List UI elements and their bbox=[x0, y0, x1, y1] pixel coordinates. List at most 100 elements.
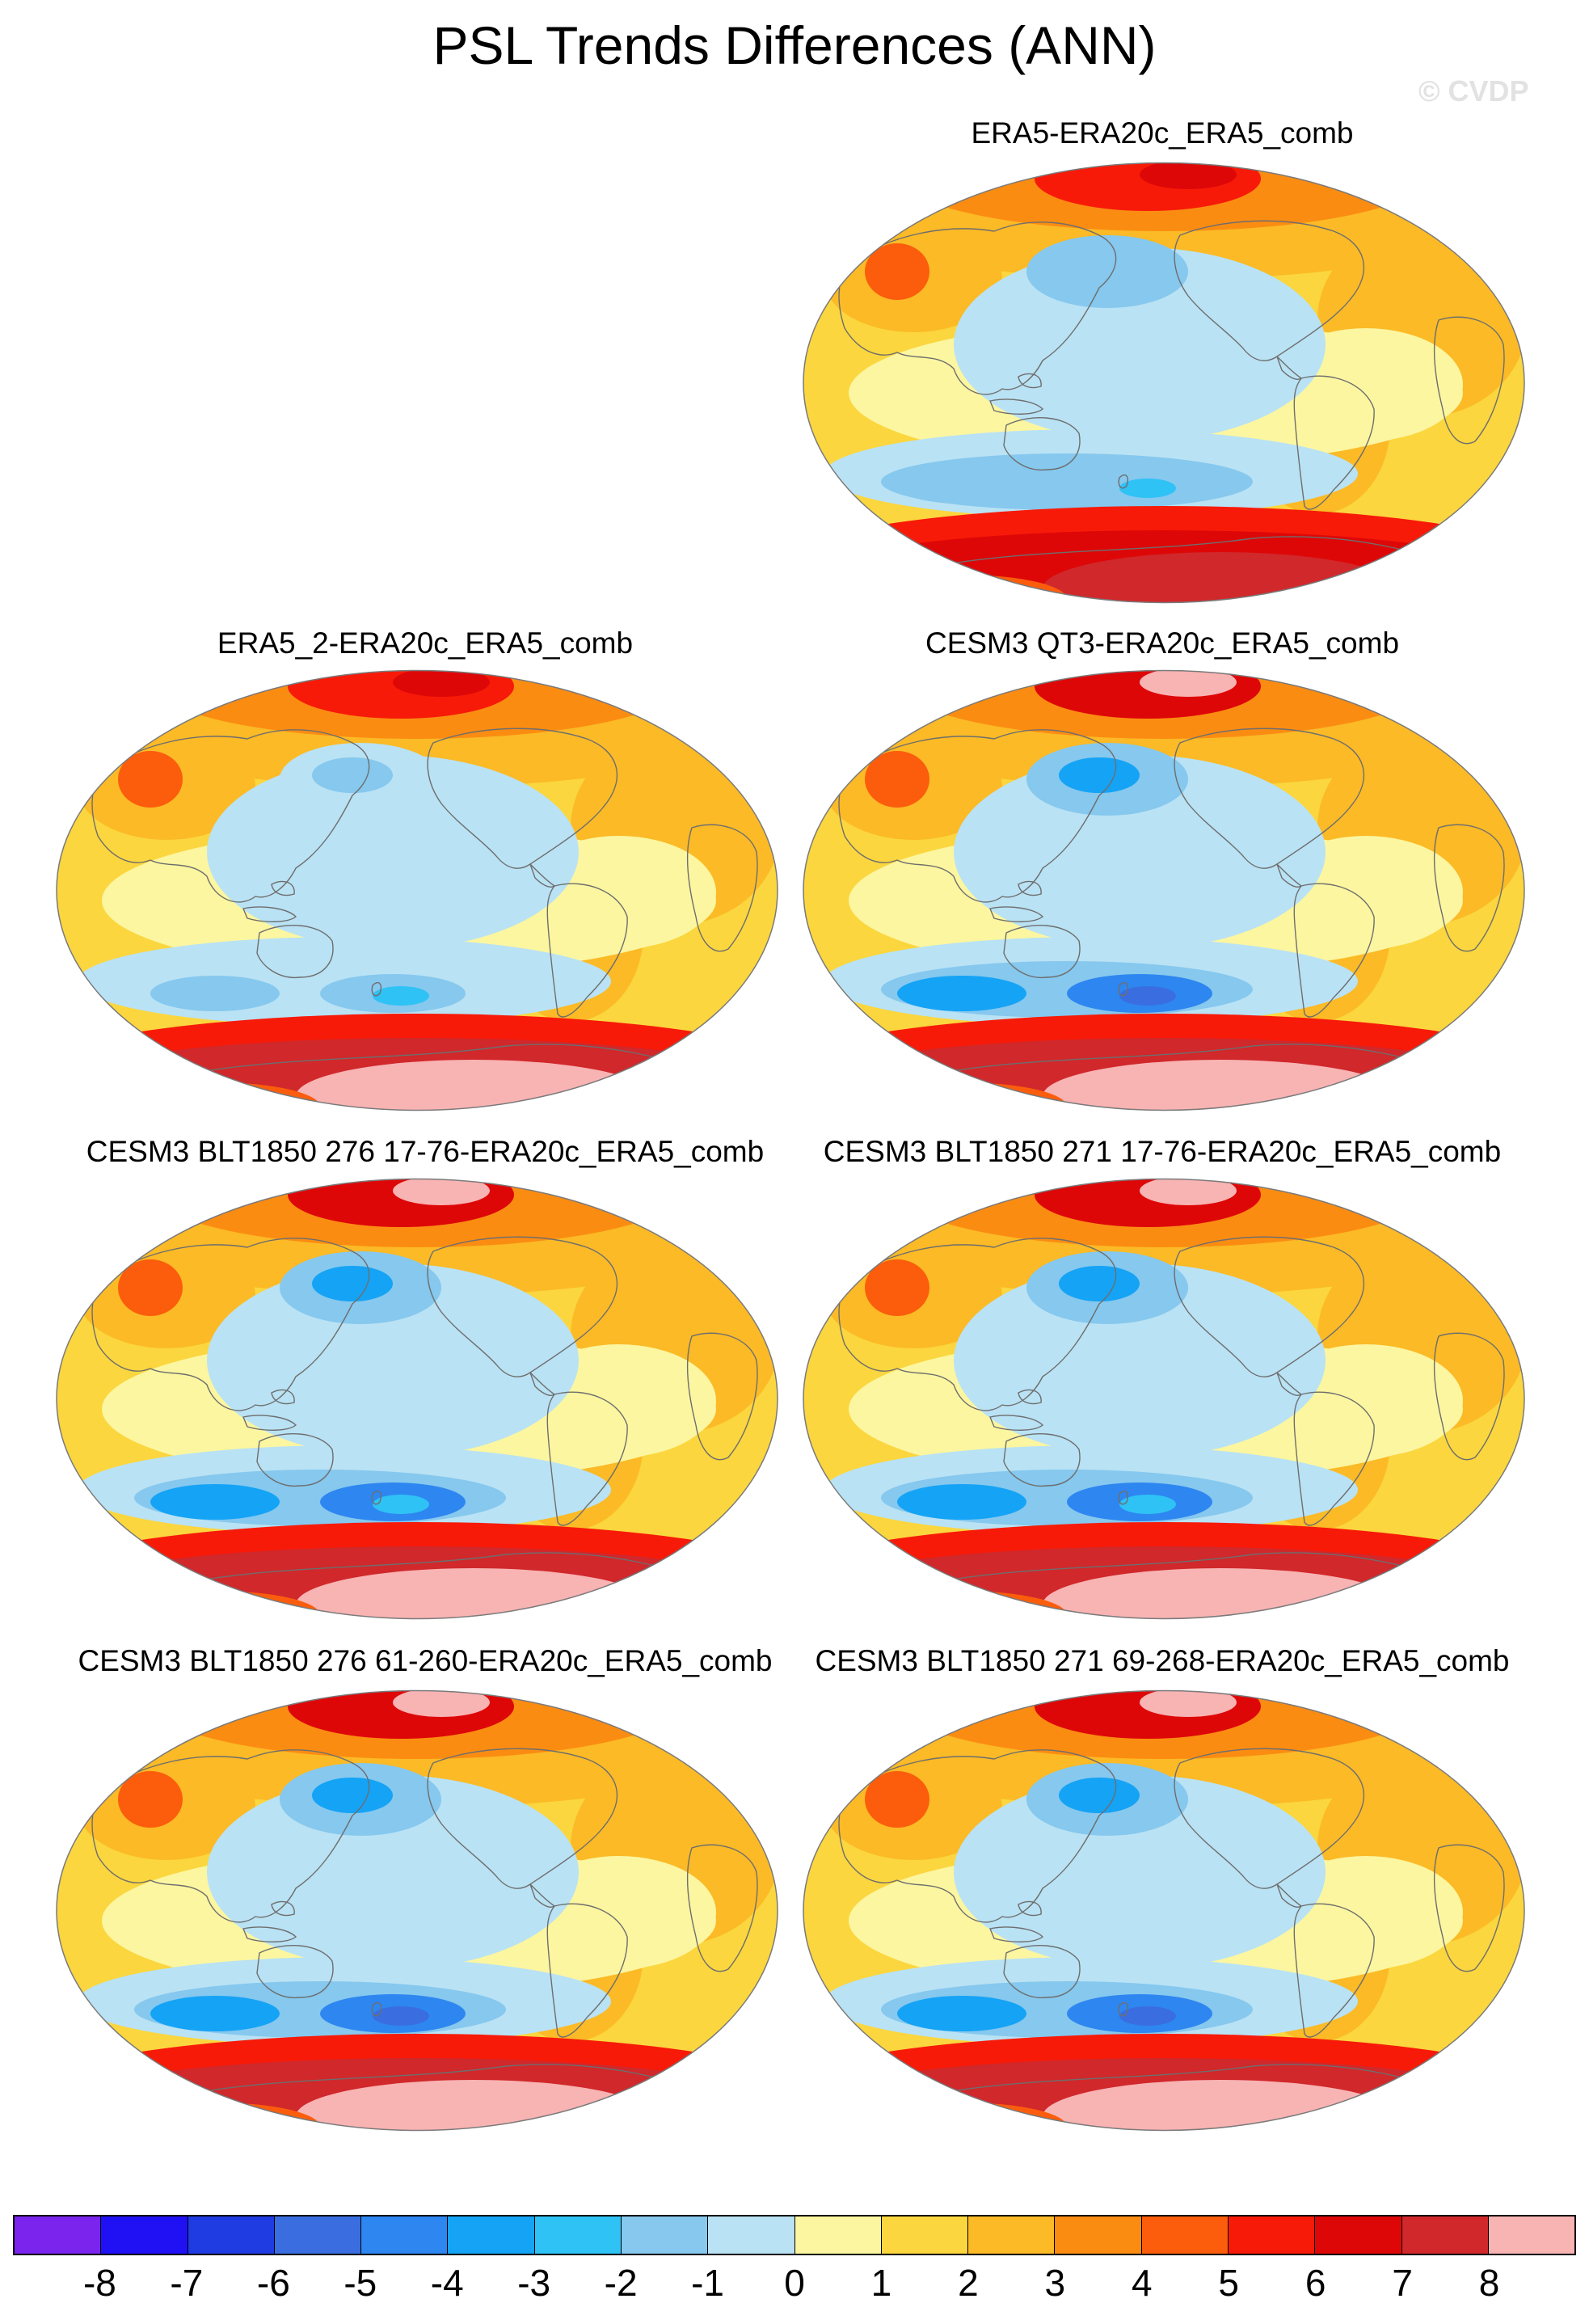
colorbar-swatch bbox=[621, 2216, 709, 2254]
colorbar-swatch bbox=[794, 2216, 882, 2254]
pacific-negative-broad bbox=[954, 1775, 1326, 1969]
arctic-peak bbox=[393, 1690, 490, 1717]
southern-low-west bbox=[897, 468, 1026, 504]
colorbar-tick-label: -2 bbox=[604, 2262, 638, 2304]
map-outline bbox=[56, 1178, 778, 1620]
map-field bbox=[803, 162, 1524, 603]
coastline bbox=[256, 1433, 334, 1487]
coastline bbox=[271, 1900, 295, 1917]
colorbar-swatch bbox=[448, 2216, 535, 2254]
map-outline bbox=[803, 1689, 1525, 2132]
coastline bbox=[1293, 1391, 1375, 1526]
southern-low-core bbox=[1119, 2006, 1176, 2026]
coastline bbox=[1293, 883, 1375, 1018]
map-outline bbox=[803, 669, 1525, 1111]
southern-low-core bbox=[1119, 986, 1176, 1006]
antarctic-high bbox=[1043, 1568, 1398, 1619]
map-field bbox=[57, 1690, 778, 2131]
coastline bbox=[371, 981, 381, 997]
map-panel-blt1850-276-61-260 bbox=[56, 1689, 778, 2132]
antarctic-high bbox=[1043, 1060, 1398, 1111]
colorbar-swatch bbox=[708, 2216, 795, 2254]
colorbar-tick-label: -4 bbox=[430, 2262, 464, 2304]
coastline bbox=[1433, 316, 1505, 445]
coastline bbox=[427, 1748, 618, 1889]
colorbar-swatch bbox=[1141, 2216, 1229, 2254]
pacific-negative-broad bbox=[954, 1263, 1326, 1457]
coastline bbox=[686, 824, 758, 952]
arctic-peak bbox=[393, 670, 490, 697]
colorbar-swatch bbox=[1315, 2216, 1402, 2254]
coastline bbox=[1433, 1844, 1505, 1972]
panel-title-era5: ERA5-ERA20c_ERA5_comb bbox=[971, 116, 1354, 150]
map-field bbox=[57, 1179, 778, 1619]
colorbar bbox=[13, 2215, 1576, 2255]
panel-title-blt1850-276-17-76: CESM3 BLT1850 276 17-76-ERA20c_ERA5_comb bbox=[86, 1135, 765, 1168]
arctic-peak bbox=[1140, 1690, 1237, 1717]
colorbar-tick-label: 5 bbox=[1218, 2262, 1240, 2304]
colorbar-tick-label: -3 bbox=[517, 2262, 551, 2304]
coastline bbox=[427, 1236, 618, 1377]
coastline bbox=[256, 1945, 334, 1999]
pacific-negative-broad bbox=[954, 755, 1326, 949]
coastline bbox=[1018, 1900, 1042, 1917]
coastline bbox=[427, 728, 618, 869]
coastline bbox=[1293, 375, 1375, 510]
colorbar-tick-label: 7 bbox=[1392, 2262, 1413, 2304]
coastline bbox=[989, 1415, 1044, 1431]
map-outline bbox=[56, 669, 778, 1111]
coastline bbox=[1118, 1490, 1128, 1505]
north-pacific-low-core bbox=[312, 757, 393, 793]
southern-low-core bbox=[1119, 479, 1176, 498]
coastline bbox=[1018, 1389, 1042, 1405]
antarctic-high bbox=[296, 1060, 651, 1111]
colorbar-swatch bbox=[881, 2216, 969, 2254]
coastline bbox=[1174, 220, 1365, 361]
southern-low-west bbox=[150, 1996, 280, 2031]
colorbar-swatch bbox=[1228, 2216, 1316, 2254]
colorbar-swatch bbox=[274, 2216, 362, 2254]
southern-low-west bbox=[150, 976, 280, 1011]
southern-low-west bbox=[897, 1996, 1026, 2031]
coastline bbox=[1003, 1433, 1081, 1487]
colorbar-swatch bbox=[15, 2216, 102, 2254]
map-panel-blt1850-276-17-76 bbox=[56, 1178, 778, 1620]
panel-title-cesm3-qt3: CESM3 QT3-ERA20c_ERA5_comb bbox=[925, 626, 1400, 660]
colorbar-swatch bbox=[101, 2216, 188, 2254]
coastline bbox=[242, 1926, 297, 1942]
map-panel-cesm3-qt3 bbox=[803, 669, 1525, 1111]
colorbar-swatch bbox=[1401, 2216, 1489, 2254]
southern-low-core bbox=[373, 2006, 429, 2026]
map-outline bbox=[803, 1178, 1525, 1620]
coastline bbox=[91, 1238, 370, 1411]
coastline bbox=[686, 1332, 758, 1461]
colorbar-tick-label: -6 bbox=[256, 2262, 290, 2304]
coastline bbox=[838, 729, 1117, 903]
colorbar-tick-label: 4 bbox=[1131, 2262, 1153, 2304]
figure-title: PSL Trends Differences (ANN) bbox=[432, 15, 1157, 75]
colorbar-tick-label: 1 bbox=[870, 2262, 892, 2304]
pacific-negative-broad bbox=[207, 1263, 579, 1457]
coastline bbox=[1003, 417, 1081, 471]
coastline bbox=[371, 1490, 381, 1505]
coastline bbox=[1118, 474, 1128, 489]
coastline bbox=[1018, 880, 1042, 896]
panel-title-blt1850-271-17-76: CESM3 BLT1850 271 17-76-ERA20c_ERA5_comb bbox=[823, 1135, 1502, 1168]
pacific-negative-broad bbox=[207, 1775, 579, 1969]
arctic-peak bbox=[1140, 1179, 1237, 1205]
north-pacific-low-core bbox=[1059, 757, 1140, 793]
coastline bbox=[1174, 1748, 1365, 1889]
coastline bbox=[1433, 824, 1505, 952]
antarctic-high bbox=[296, 2080, 651, 2131]
north-pacific-low-core bbox=[312, 1266, 393, 1301]
colorbar-tick-label: -7 bbox=[170, 2262, 204, 2304]
coastline bbox=[91, 729, 370, 903]
antarctic-high bbox=[296, 1568, 651, 1619]
colorbar-tick-label: 3 bbox=[1044, 2262, 1066, 2304]
coastline bbox=[271, 1389, 295, 1405]
colorbar-swatch bbox=[1488, 2216, 1575, 2254]
north-pacific-low-core bbox=[1059, 1778, 1140, 1813]
southern-low-core bbox=[1119, 1495, 1176, 1514]
colorbar-tick-label: -5 bbox=[344, 2262, 377, 2304]
southern-low-core bbox=[373, 1495, 429, 1514]
